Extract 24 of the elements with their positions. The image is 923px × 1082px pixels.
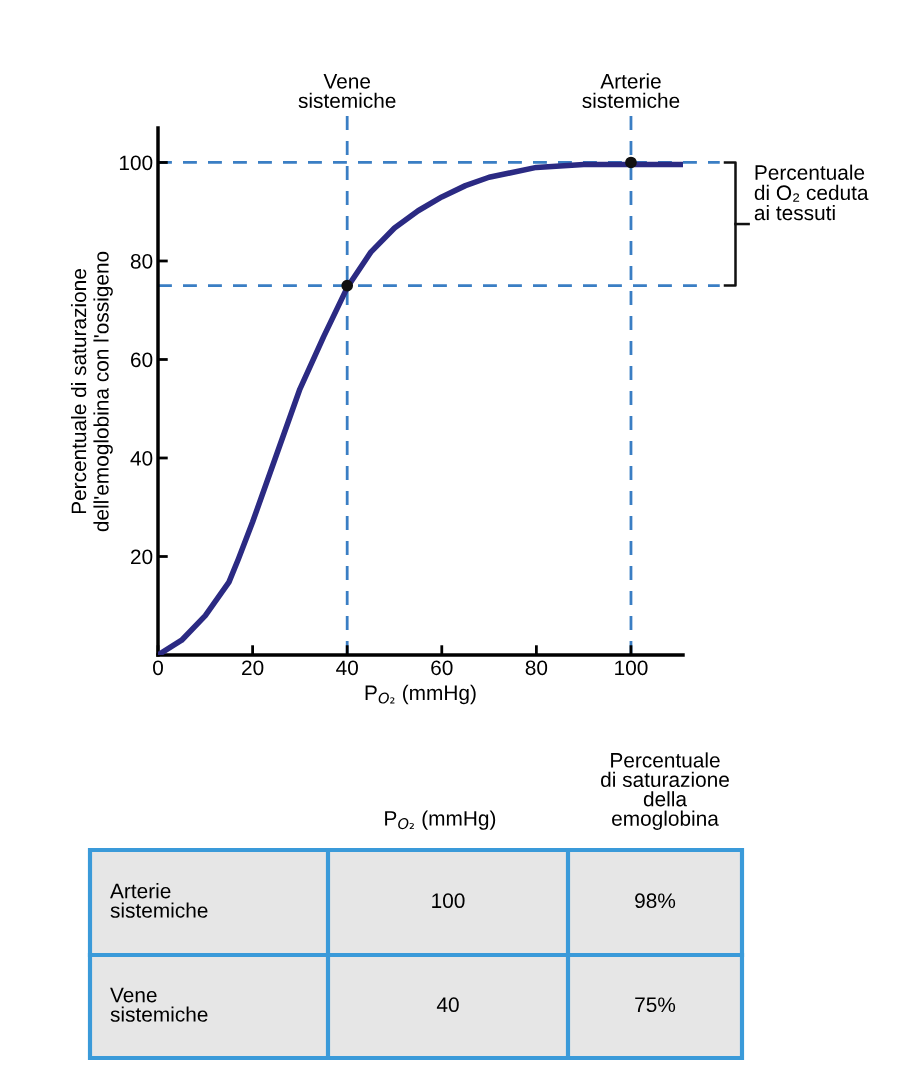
text: Arterie sistemiche: [110, 883, 208, 918]
y-axis-title: Percentuale di saturazione dell'emoglobina con l'ossigeno: [70, 251, 113, 532]
text: 100: [432, 893, 465, 909]
ref-line-label: Arterie sistemiche: [582, 73, 680, 109]
x-tick-label: 60: [431, 660, 453, 676]
text: Vene sistemiche: [110, 987, 208, 1022]
x-tick-label: 80: [525, 660, 548, 676]
x-axis-title: P$_{O₂}$ (mmHg): [365, 684, 476, 705]
x-tick-label: 0: [153, 660, 163, 676]
x-tick-label: 20: [242, 660, 264, 676]
text: P$_{O₂}$ (mmHg): [385, 810, 496, 830]
y-tick-label: 40: [130, 450, 153, 466]
text: 40: [436, 997, 459, 1013]
y-tick-label: 100: [119, 155, 153, 171]
text: Percentuale di O₂ ceduta ai tessuti: [754, 164, 869, 221]
x-tick-label: 100: [615, 660, 648, 676]
ref-line-label: Vene sistemiche: [298, 74, 396, 109]
text: 75%: [635, 997, 676, 1013]
y-tick-label: 80: [130, 253, 153, 269]
x-tick-label: 40: [336, 660, 358, 676]
text: Percentuale di saturazione della emoglobina: [601, 752, 729, 830]
y-tick-label: 20: [131, 549, 153, 565]
y-tick-label: 60: [131, 352, 153, 368]
text: 98%: [635, 893, 676, 909]
